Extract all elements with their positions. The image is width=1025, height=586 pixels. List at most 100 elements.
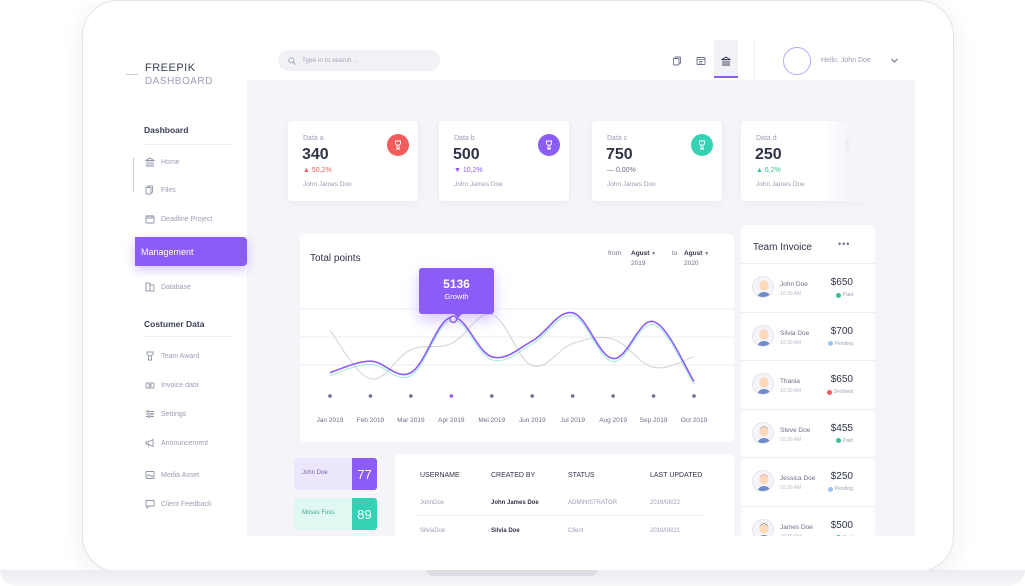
date-to-month: Agust <box>684 250 703 257</box>
sidebar-item-label: Team Award <box>161 352 200 360</box>
sidebar-item-settings[interactable]: Settings <box>145 407 186 421</box>
invoice-icon <box>145 382 155 389</box>
invoice-row[interactable]: Steve Doe 10:30 AM $455 Paid <box>741 408 875 457</box>
sidebar-item-files[interactable]: Files <box>145 183 176 197</box>
laptop-base <box>0 570 1025 586</box>
stat-card-c[interactable]: Data c 750 — 0,00% John James Doe <box>592 121 722 201</box>
invoice-row[interactable]: Jessica Doe 10:30 AM $250 Pending <box>741 457 875 505</box>
sidebar-item-database[interactable]: Database <box>145 280 191 294</box>
member-name: Silvia Doe <box>780 329 810 337</box>
chat-icon <box>145 500 155 509</box>
date-from-select[interactable]: Agust ▼ 2019 <box>631 249 656 269</box>
avatar[interactable] <box>783 47 811 75</box>
sidebar-item-invoice-data[interactable]: Invoice data <box>145 378 199 392</box>
invoice-time: 10:30 AM <box>780 339 802 346</box>
invoice-amount: $500 <box>830 519 853 531</box>
calendar-icon[interactable] <box>696 56 706 66</box>
x-axis-dot <box>409 394 413 398</box>
bank-icon[interactable] <box>721 56 731 66</box>
invoice-row[interactable]: Silvia Doe 10:30 AM $700 Pending <box>741 311 875 360</box>
nav-indicator <box>133 158 134 192</box>
member-name: John Doe <box>780 281 808 288</box>
status-dot <box>827 341 833 346</box>
sidebar-item-client-feedback[interactable]: Client Feedback <box>145 497 212 511</box>
invoice-amount: $250 <box>830 471 853 482</box>
stat-card-b[interactable]: Data b 500 ▼ 10,2% John James Doe <box>439 121 569 201</box>
team-invoice-title: Team Invoice <box>753 242 812 253</box>
sidebar-item-media-asset[interactable]: Media Asset <box>145 468 199 482</box>
x-axis-dot <box>530 394 535 398</box>
more-options-icon[interactable]: ••• <box>838 239 851 249</box>
sidebar-item-team-award[interactable]: Team Award <box>145 349 199 363</box>
score-card[interactable]: Moses Fuss 89 <box>294 498 377 530</box>
sidebar-item-home[interactable]: Home <box>145 155 180 169</box>
status-label: Paid <box>843 535 853 537</box>
trophy-icon <box>691 134 713 156</box>
x-axis-dot <box>651 394 656 398</box>
stat-value: 340 <box>302 146 329 163</box>
series-line-secondary <box>329 313 695 380</box>
x-tick-label: Aug 2019 <box>599 417 627 424</box>
table-header: STATUS <box>568 472 595 479</box>
member-name: Jessica Doe <box>780 475 816 482</box>
stat-value: 750 <box>606 146 633 163</box>
stat-change: — 0,00% <box>607 167 636 174</box>
invoice-amount: $700 <box>830 325 853 337</box>
sidebar-item-label: Settings <box>161 410 187 418</box>
invoice-status: Pending <box>827 486 853 492</box>
stat-change-value: 50,2% <box>311 167 332 174</box>
invoice-time: 10:30 AM <box>780 534 801 537</box>
sidebar-item-announcement[interactable]: Announcement <box>145 436 208 450</box>
member-name: James Doe <box>780 523 813 531</box>
member-avatar <box>752 470 774 492</box>
stat-card-a[interactable]: Data a 340 ▲ 50,2% John James Doe <box>288 121 418 201</box>
team-invoice-panel: Team Invoice ••• John Doe 10:30 AM $650 Pai… <box>741 225 875 536</box>
stat-change: ▲ 6,2% <box>756 167 781 174</box>
section-divider <box>144 144 232 145</box>
invoice-row[interactable]: Thania 10:30 AM $650 Declined <box>741 360 875 408</box>
stat-change: ▲ 50,2% <box>303 167 332 174</box>
topbar-divider <box>754 38 755 78</box>
status-dot <box>826 389 832 395</box>
chart-title: Total points <box>310 253 361 264</box>
invoice-row[interactable]: John Doe 10:30 AM $650 Paid <box>741 263 875 311</box>
x-tick-label: Feb 2019 <box>357 417 385 424</box>
x-axis-dot <box>570 394 575 398</box>
section-divider <box>144 336 232 337</box>
search-icon <box>288 56 296 65</box>
x-tick-label: Jun 2019 <box>519 417 546 424</box>
score-card[interactable]: John Doe 77 <box>294 458 377 490</box>
status-label: Pending <box>834 340 853 347</box>
search-input[interactable]: Type in to search .. <box>278 50 440 71</box>
line-chart-plot: Jan 2019 Feb 2019 Mar 2019 Apr 2019 Mei 2019… <box>300 308 734 424</box>
brand-subtitle: DASHBOARD <box>145 76 213 87</box>
user-greeting: Hello, John Doe <box>821 57 871 64</box>
table-cell: ADMINISTRATOR <box>568 500 618 506</box>
stat-owner: John James Doe <box>454 181 503 188</box>
date-to-select[interactable]: Agust ▼ 2020 <box>684 249 709 269</box>
invoice-status: Paid <box>835 535 853 537</box>
copy-icon[interactable] <box>672 56 682 66</box>
users-table: USERNAME CREATED BY STATUS LAST UPDATED … <box>395 454 734 536</box>
x-axis-dot <box>692 394 696 398</box>
award-icon <box>146 351 154 361</box>
sidebar-item-label: Media Asset <box>161 471 200 479</box>
trend-up-icon: ▲ <box>756 167 765 174</box>
member-name: Steve Doe <box>780 426 811 434</box>
invoice-amount: $650 <box>830 374 853 385</box>
score-value: 89 <box>352 498 377 530</box>
invoice-row[interactable]: James Doe 10:30 AM $500 Paid <box>741 505 875 537</box>
sidebar-item-deadline-project[interactable]: Deadline Project <box>145 212 212 226</box>
x-tick-label: Sep 2019 <box>640 417 668 424</box>
x-tick-label: Apr 2019 <box>438 417 465 424</box>
score-name: Moses Fuss <box>302 510 335 516</box>
table-cell: 2019/08/22 <box>650 500 681 506</box>
sidebar-item-management[interactable]: Management <box>135 237 247 266</box>
sidebar-item-label: Database <box>161 283 191 291</box>
invoice-status: Pending <box>827 340 853 347</box>
chevron-down-icon[interactable] <box>890 56 899 65</box>
invoice-amount: $650 <box>830 277 853 288</box>
status-dot <box>835 438 841 443</box>
stat-label: Data c <box>607 135 628 142</box>
status-label: Paid <box>842 437 853 444</box>
